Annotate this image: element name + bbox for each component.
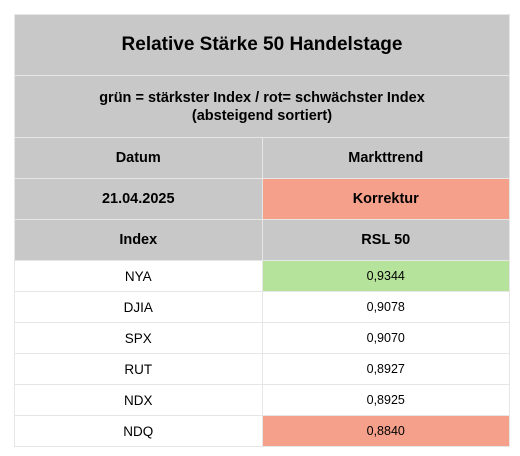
- index-name-cell: NDX: [14, 384, 263, 416]
- rsl-value-cell: 0,9070: [261, 322, 510, 354]
- relative-strength-table: Relative Stärke 50 Handelstage grün = st…: [14, 14, 510, 447]
- subtitle-legend: grün = stärkster Index / rot= schwächste…: [99, 89, 425, 106]
- rsl-column-header: RSL 50: [261, 219, 510, 261]
- date-value: 21.04.2025: [14, 178, 263, 220]
- rsl-value-cell: 0,8927: [261, 353, 510, 385]
- subtitle-row: grün = stärkster Index / rot= schwächste…: [14, 75, 510, 138]
- column-header-row: Index RSL 50: [14, 219, 510, 261]
- rsl-value-cell: 0,8840: [261, 415, 510, 447]
- subtitle-sort-note: (absteigend sortiert): [191, 107, 333, 124]
- table-row: NYA 0,9344: [14, 260, 510, 292]
- table-title: Relative Stärke 50 Handelstage: [14, 14, 510, 76]
- index-name-cell: RUT: [14, 353, 263, 385]
- rsl-value-cell: 0,8925: [261, 384, 510, 416]
- table-row: SPX 0,9070: [14, 322, 510, 354]
- index-name-cell: SPX: [14, 322, 263, 354]
- title-row: Relative Stärke 50 Handelstage: [14, 14, 510, 76]
- index-name-cell: DJIA: [14, 291, 263, 323]
- date-trend-header-row: Datum Markttrend: [14, 137, 510, 179]
- table-row: RUT 0,8927: [14, 353, 510, 385]
- index-name-cell: NYA: [14, 260, 263, 292]
- date-trend-value-row: 21.04.2025 Korrektur: [14, 178, 510, 220]
- rsl-value-cell: 0,9344: [261, 260, 510, 292]
- index-name-cell: NDQ: [14, 415, 263, 447]
- table-subtitle: grün = stärkster Index / rot= schwächste…: [14, 75, 510, 138]
- date-header: Datum: [14, 137, 263, 179]
- table-row: DJIA 0,9078: [14, 291, 510, 323]
- table-row: NDX 0,8925: [14, 384, 510, 416]
- index-column-header: Index: [14, 219, 263, 261]
- table-row: NDQ 0,8840: [14, 415, 510, 447]
- rsl-value-cell: 0,9078: [261, 291, 510, 323]
- trend-header: Markttrend: [261, 137, 510, 179]
- trend-status-badge: Korrektur: [261, 178, 510, 220]
